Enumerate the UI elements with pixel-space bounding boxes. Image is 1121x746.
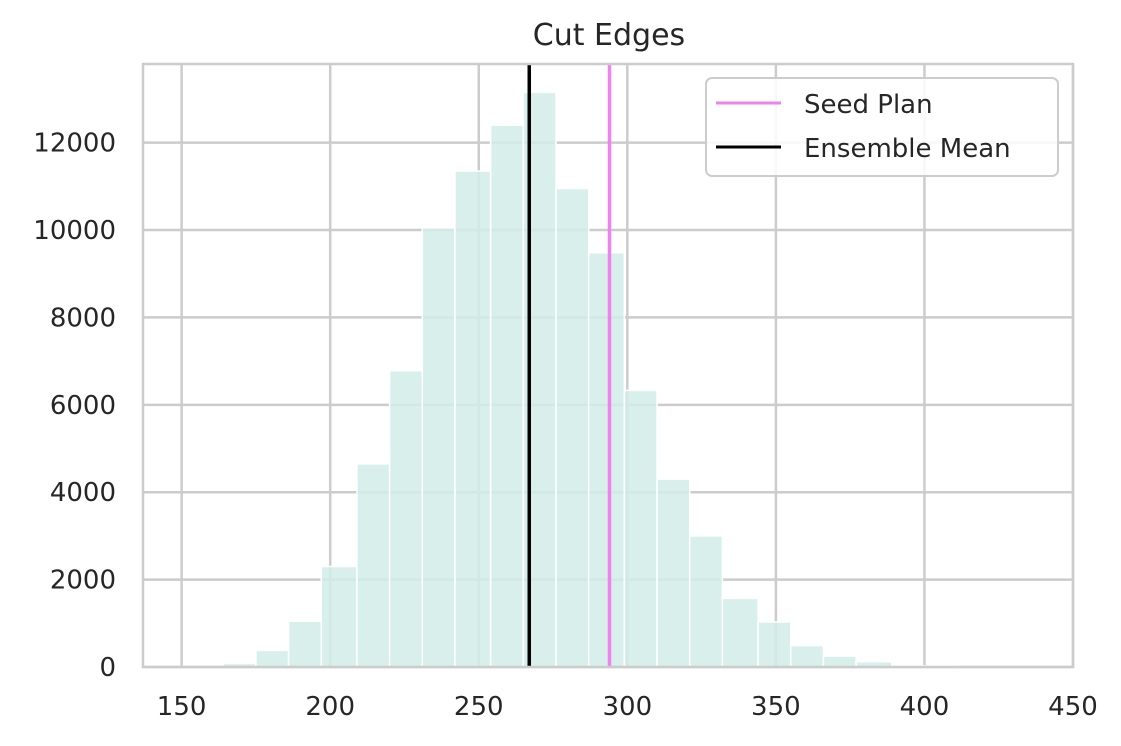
histogram-bar <box>390 371 423 667</box>
y-tick-label: 6000 <box>50 391 116 421</box>
histogram-bar <box>722 598 758 667</box>
histogram-bar <box>791 646 824 667</box>
histogram-bar <box>556 189 589 667</box>
chart-title: Cut Edges <box>533 18 685 53</box>
x-tick-label: 400 <box>900 692 950 722</box>
histogram-bar <box>455 171 491 667</box>
legend-seed-plan-label: Seed Plan <box>804 90 933 120</box>
x-tick-label: 200 <box>305 692 355 722</box>
histogram-bar <box>823 656 856 667</box>
x-tick-label: 250 <box>454 692 504 722</box>
histogram-bar <box>690 536 723 667</box>
x-tick-label: 300 <box>602 692 652 722</box>
x-tick-label: 450 <box>1048 692 1098 722</box>
y-tick-label: 0 <box>99 653 116 683</box>
histogram-bar <box>657 479 690 667</box>
histogram-bar <box>289 621 322 667</box>
histogram-bar <box>758 622 791 667</box>
x-tick-label: 350 <box>751 692 801 722</box>
histogram-bar <box>321 567 357 668</box>
histogram-bar <box>491 125 524 667</box>
histogram-bar <box>357 464 390 667</box>
histogram-bar <box>256 650 289 667</box>
y-tick-label: 2000 <box>50 566 116 596</box>
y-tick-label: 4000 <box>50 478 116 508</box>
y-tick-label: 10000 <box>33 216 116 246</box>
y-tick-label: 8000 <box>50 303 116 333</box>
y-tick-label: 12000 <box>33 129 116 159</box>
legend-ensemble-mean-label: Ensemble Mean <box>804 134 1011 164</box>
x-tick-label: 150 <box>157 692 207 722</box>
histogram-bar <box>422 228 455 667</box>
histogram-bar <box>624 390 657 667</box>
histogram-bar <box>589 253 625 667</box>
legend: Seed Plan Ensemble Mean <box>706 78 1058 176</box>
